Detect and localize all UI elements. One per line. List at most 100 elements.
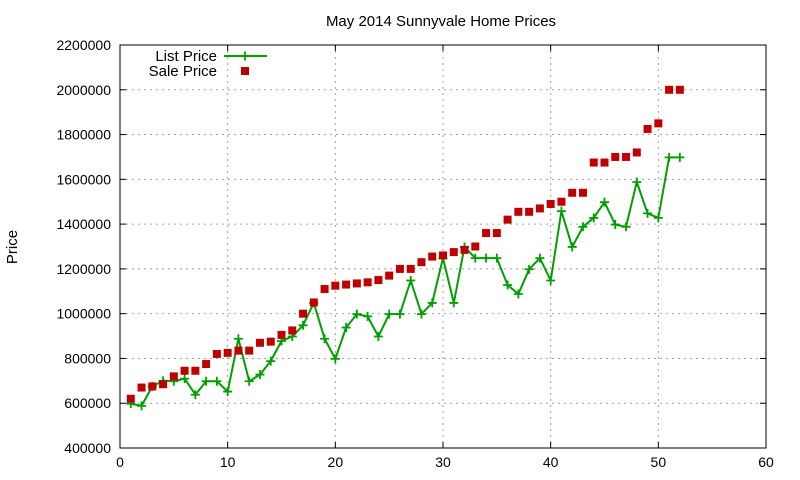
legend-marker-list-price bbox=[240, 51, 250, 61]
data-point bbox=[556, 206, 566, 216]
data-point bbox=[137, 383, 146, 392]
data-point bbox=[589, 158, 598, 167]
data-point bbox=[234, 346, 243, 355]
data-point bbox=[654, 119, 663, 128]
series-layer bbox=[126, 85, 685, 411]
data-point bbox=[126, 394, 135, 403]
data-point bbox=[406, 276, 416, 286]
data-point bbox=[621, 222, 631, 232]
data-point bbox=[223, 387, 233, 397]
data-point bbox=[352, 279, 361, 288]
legend: List Price Sale Price bbox=[149, 48, 267, 80]
data-point bbox=[664, 152, 674, 162]
data-point bbox=[653, 213, 663, 223]
data-point bbox=[610, 220, 620, 230]
legend-label-sale-price: Sale Price bbox=[149, 63, 217, 80]
grid-lines bbox=[120, 45, 766, 448]
data-point bbox=[384, 309, 394, 319]
data-point bbox=[470, 253, 480, 263]
data-point bbox=[503, 215, 512, 224]
data-point bbox=[352, 309, 362, 319]
y-tick-label: 1400000 bbox=[56, 216, 111, 232]
data-point bbox=[299, 309, 308, 318]
x-tick-label: 20 bbox=[328, 454, 344, 470]
data-point bbox=[481, 253, 491, 263]
y-tick-label: 2200000 bbox=[56, 37, 111, 53]
plot-frame bbox=[119, 44, 767, 449]
data-point bbox=[309, 298, 318, 307]
data-point bbox=[643, 124, 652, 133]
data-point bbox=[191, 366, 200, 375]
data-point bbox=[169, 372, 178, 381]
data-point bbox=[341, 323, 351, 333]
data-point bbox=[492, 253, 502, 263]
data-point bbox=[600, 197, 609, 207]
data-point bbox=[514, 207, 523, 216]
x-tick-label: 60 bbox=[758, 454, 774, 470]
data-point bbox=[535, 204, 544, 213]
data-point bbox=[180, 366, 189, 375]
data-point bbox=[331, 281, 340, 290]
data-point bbox=[244, 376, 254, 386]
data-point bbox=[406, 264, 415, 273]
data-point bbox=[535, 253, 545, 263]
y-tick-label: 1800000 bbox=[56, 127, 111, 143]
data-point bbox=[202, 360, 211, 369]
data-point bbox=[449, 248, 458, 257]
data-point bbox=[632, 177, 642, 187]
y-tick-label: 1200000 bbox=[56, 261, 111, 277]
data-point bbox=[675, 85, 684, 94]
data-point bbox=[223, 348, 232, 357]
data-point bbox=[320, 334, 330, 344]
series-list-price bbox=[126, 152, 685, 411]
data-point bbox=[385, 271, 394, 280]
data-point bbox=[342, 280, 351, 289]
data-point bbox=[439, 251, 447, 260]
data-point bbox=[395, 309, 405, 319]
series-sale-price bbox=[126, 85, 684, 403]
legend-marker-sale-price bbox=[241, 67, 249, 75]
data-point bbox=[611, 152, 620, 161]
data-point bbox=[212, 376, 222, 386]
data-point bbox=[449, 298, 459, 308]
data-point bbox=[471, 242, 480, 251]
data-point bbox=[320, 285, 329, 294]
y-tick-label: 600000 bbox=[64, 395, 111, 411]
data-point bbox=[417, 258, 426, 267]
y-axis-label: Price bbox=[4, 230, 21, 264]
data-point bbox=[622, 152, 631, 161]
x-tick-label: 50 bbox=[651, 454, 667, 470]
data-point bbox=[363, 278, 372, 287]
data-point bbox=[266, 356, 276, 366]
data-point bbox=[416, 309, 426, 319]
data-point bbox=[330, 354, 340, 364]
data-point bbox=[578, 222, 588, 232]
data-point bbox=[460, 245, 469, 254]
data-point bbox=[546, 276, 556, 286]
data-point bbox=[374, 276, 383, 285]
data-point bbox=[665, 85, 674, 94]
y-tick-label: 800000 bbox=[64, 350, 111, 366]
data-point bbox=[395, 264, 404, 273]
data-point bbox=[373, 332, 383, 342]
data-point bbox=[643, 208, 653, 218]
data-point bbox=[632, 148, 641, 157]
data-point bbox=[212, 349, 221, 358]
data-point bbox=[159, 380, 168, 389]
data-point bbox=[675, 152, 685, 162]
x-tick-label: 0 bbox=[116, 454, 124, 470]
data-point bbox=[180, 374, 190, 384]
data-point bbox=[578, 188, 587, 197]
y-tick-label: 1000000 bbox=[56, 306, 111, 322]
data-point bbox=[482, 229, 491, 238]
data-point bbox=[492, 229, 501, 238]
data-point bbox=[137, 401, 147, 411]
data-point bbox=[201, 376, 211, 386]
axis-ticks: 400000 600000 800000 1000000 1200000 1400000 1… bbox=[56, 37, 774, 470]
data-point bbox=[255, 338, 264, 347]
y-tick-label: 2000000 bbox=[56, 82, 111, 98]
data-point bbox=[233, 334, 243, 344]
data-point bbox=[148, 382, 157, 391]
data-point bbox=[190, 390, 200, 400]
data-point bbox=[266, 337, 275, 346]
